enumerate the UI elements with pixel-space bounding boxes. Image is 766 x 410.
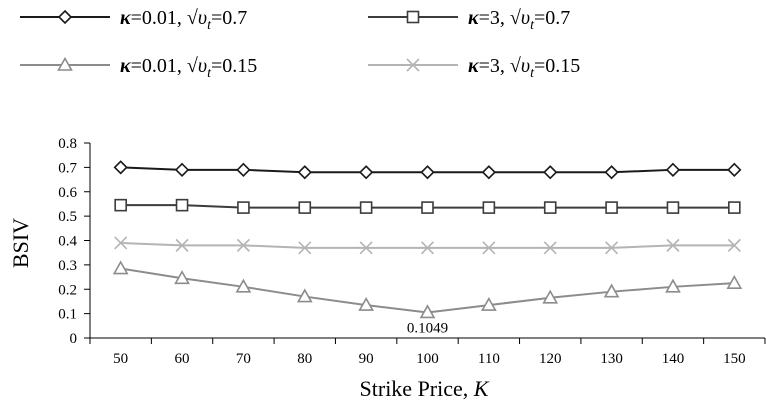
legend-entry-4: κ=3, √υt=0.15 [368,55,580,81]
data-point [665,278,681,293]
legend-entry-2: κ=3, √υt=0.7 [368,7,570,33]
axes: 0 0.1 0.2 0.3 0.4 0.5 0.6 0.7 0.8 50 60 70 80 90 100 11… [58,136,766,367]
data-point [359,241,373,255]
x-tick-label: 80 [297,351,312,367]
data-point [666,201,680,214]
data-point [174,162,190,177]
data-point [359,201,373,214]
x-tick-label: 70 [236,351,251,367]
y-axis-label: BSIV [8,218,33,268]
x-tick-label: 90 [359,351,374,367]
y-tick-label: 0.6 [58,185,77,201]
data-point [236,162,251,177]
legend-entry-3: κ=0.01, √υt=0.15 [20,55,257,81]
legend-marker [406,58,420,72]
data-point [482,241,496,255]
data-point [298,241,312,255]
x-axis-label-variable: K [473,376,490,401]
series-1 [113,160,742,180]
data-point [605,201,618,214]
data-point [421,201,434,214]
x-tick-label: 50 [113,351,128,367]
x-tick-label: 100 [416,351,439,367]
data-point [420,241,435,255]
data-point [358,296,375,311]
y-tick-label: 0.2 [58,282,77,298]
data-point [727,238,741,252]
y-tick-label: 0.3 [58,258,77,274]
data-point [237,201,250,214]
y-tick-label: 0.8 [58,136,77,152]
data-point [665,162,681,177]
data-point [359,165,374,180]
legend-entry-1: κ=0.01, √υt=0.7 [20,7,247,33]
data-point [174,270,190,285]
y-tick-label: 0 [70,331,78,347]
legend-label: κ=0.01, √υt=0.15 [120,55,257,81]
data-point [296,288,313,303]
data-point [112,260,129,275]
series-4 [114,236,741,255]
data-point [481,165,496,180]
data-point [235,278,252,293]
data-point [114,236,128,250]
data-point [603,283,620,298]
data-point [543,165,558,180]
data-point [543,241,557,255]
data-point [482,201,496,214]
data-point [605,241,619,255]
x-tick-label: 140 [662,351,685,367]
y-tick-label: 0.7 [58,160,77,176]
y-tick-label: 0.4 [58,234,77,250]
y-tick-label: 0.5 [58,209,77,225]
y-tick-label: 0.1 [58,307,77,323]
data-point [175,238,189,252]
x-tick-label: 120 [539,351,562,367]
data-label: 0.1049 [407,320,448,336]
data-point [236,238,250,252]
x-tick-label: 150 [723,351,746,367]
data-point [175,198,189,212]
series-3 [112,260,743,319]
data-point [420,165,435,180]
annotations: 0.1049 [407,320,448,336]
series-2 [114,198,741,214]
legend: κ=0.01, √υt=0.7 κ=3, √υt=0.7 κ=0.01, √υt=0… [20,7,580,81]
data-point [480,296,497,311]
data-point [113,160,128,175]
x-tick-label: 110 [478,351,500,367]
legend-marker [57,56,73,71]
legend-label: κ=3, √υt=0.7 [468,7,570,33]
legend-label: κ=0.01, √υt=0.7 [120,7,247,33]
x-tick-label: 60 [175,351,190,367]
data-point [728,201,741,214]
data-point [542,289,559,304]
legend-label: κ=3, √υt=0.15 [468,55,580,81]
data-point [543,201,557,214]
x-axis-label-main: Strike Price, [360,376,474,401]
data-point [419,304,436,319]
data-point [726,275,743,289]
x-tick-label: 130 [600,351,623,367]
data-point [604,165,619,180]
legend-marker [406,10,420,24]
data-point [727,162,742,177]
x-axis-label: Strike Price, K [360,376,490,401]
legend-marker [57,9,73,25]
data-point [114,198,127,212]
series-layer [112,160,743,319]
data-point [666,238,680,252]
data-point [297,165,312,180]
data-point [298,201,312,214]
